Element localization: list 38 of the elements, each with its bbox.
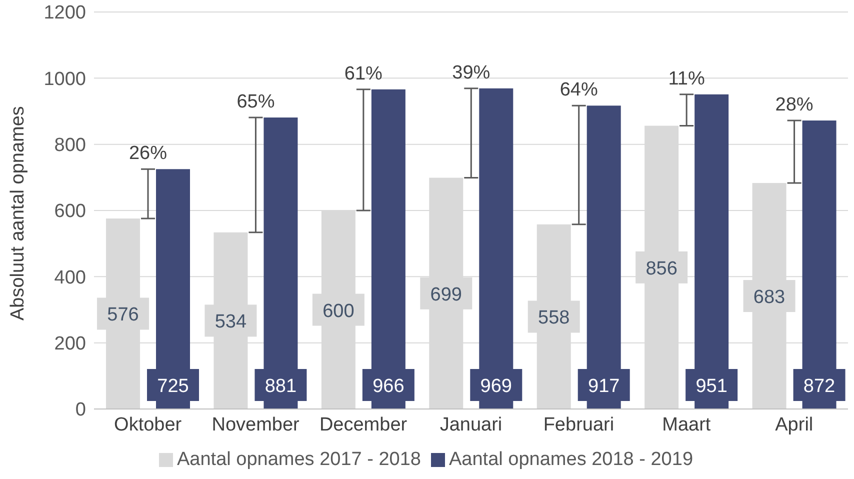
y-tick-label: 1000 bbox=[44, 68, 86, 90]
data-label: 600 bbox=[322, 300, 354, 322]
x-tick-label: April bbox=[775, 414, 814, 436]
data-label: 558 bbox=[538, 308, 570, 329]
annotation: 28% bbox=[775, 94, 814, 116]
y-tick-label: 200 bbox=[54, 334, 86, 355]
data-label: 534 bbox=[214, 312, 247, 333]
x-tick-label: Februari bbox=[543, 414, 614, 436]
y-tick-label: 0 bbox=[75, 400, 86, 421]
annotation: 11% bbox=[668, 68, 705, 90]
data-label: 881 bbox=[264, 376, 297, 397]
data-label: 951 bbox=[696, 376, 728, 397]
x-tick-label: December bbox=[319, 414, 408, 436]
annotation: 26% bbox=[128, 143, 168, 164]
y-tick-label: 600 bbox=[54, 201, 86, 222]
data-label: 725 bbox=[157, 376, 189, 397]
data-label: 699 bbox=[430, 284, 462, 306]
legend-label: Aantal opnames 2018 - 2019 bbox=[449, 449, 694, 470]
data-label: 872 bbox=[803, 376, 836, 397]
data-label: 966 bbox=[372, 376, 404, 397]
data-label: 917 bbox=[588, 376, 620, 397]
annotation: 61% bbox=[344, 63, 383, 84]
annotation: 39% bbox=[452, 62, 490, 84]
annotation: 65% bbox=[236, 92, 275, 113]
x-tick-label: Maart bbox=[662, 414, 712, 436]
y-tick-label: 1200 bbox=[44, 2, 86, 24]
y-tick-label: 400 bbox=[54, 267, 86, 288]
legend-label: Aantal opnames 2017 - 2018 bbox=[176, 449, 421, 470]
data-label: 683 bbox=[753, 287, 786, 308]
y-axis-title: Absoluut aantal opnames bbox=[8, 106, 29, 320]
y-tick-label: 800 bbox=[54, 135, 86, 156]
x-tick-label: Oktober bbox=[114, 414, 182, 436]
x-tick-label: Januari bbox=[440, 414, 502, 436]
data-label: 969 bbox=[480, 376, 512, 397]
x-tick-label: November bbox=[212, 414, 300, 436]
data-label: 856 bbox=[646, 258, 678, 280]
data-label: 576 bbox=[107, 304, 139, 326]
annotation: 64% bbox=[560, 80, 598, 101]
